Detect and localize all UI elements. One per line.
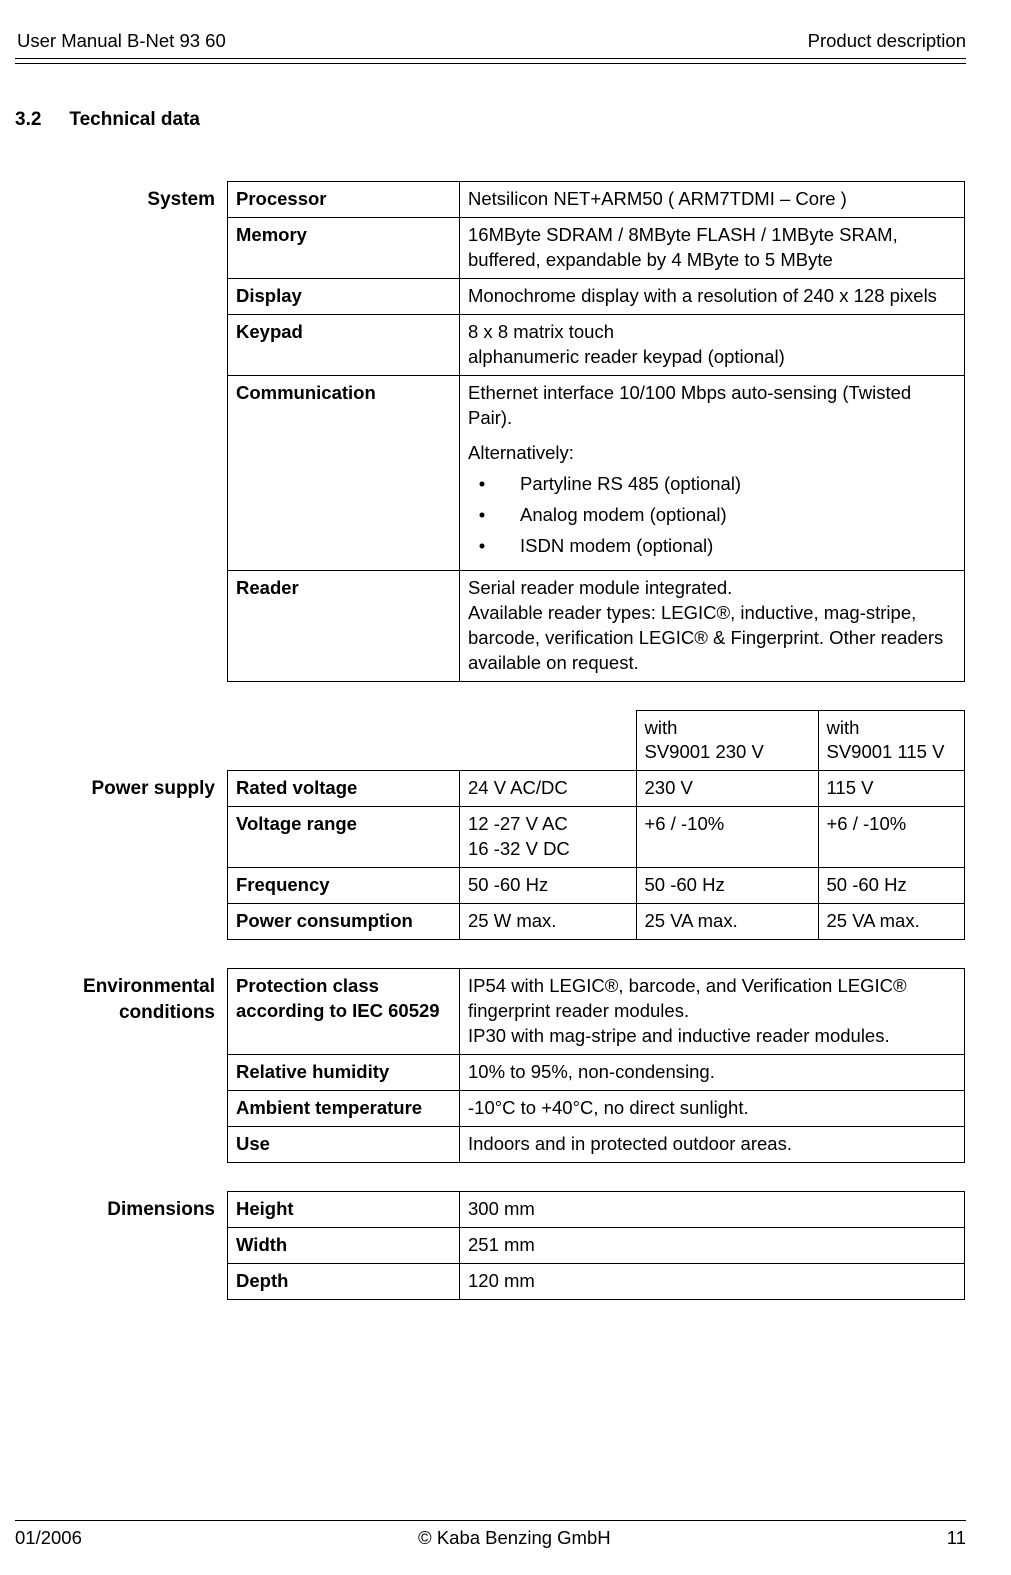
power-r0-c0: Rated voltage xyxy=(228,771,460,807)
cell-processor-val: Netsilicon NET+ARM50 ( ARM7TDMI – Core ) xyxy=(460,182,965,218)
label-dim: Dimensions xyxy=(15,1191,227,1223)
table-dim: Height 300 mm Width 251 mm Depth 120 mm xyxy=(227,1191,965,1300)
env-r0-v: IP54 with LEGIC®, barcode, and Verificat… xyxy=(460,969,965,1055)
comm-bullet-0: Partyline RS 485 (optional) xyxy=(520,472,741,497)
comm-intro: Ethernet interface 10/100 Mbps auto-sens… xyxy=(468,381,956,431)
bullet-icon: • xyxy=(468,534,488,559)
env-r3-v: Indoors and in protected outdoor areas. xyxy=(460,1127,965,1163)
label-env: Environmental conditions xyxy=(15,968,227,1025)
power-r2-c3: 50 -60 Hz xyxy=(818,868,965,904)
section-number: 3.2 xyxy=(15,109,41,131)
cell-comm-val: Ethernet interface 10/100 Mbps auto-sens… xyxy=(460,375,965,570)
power-r1-c3: +6 / -10% xyxy=(818,807,965,868)
bullet-icon: • xyxy=(468,503,488,528)
env-r0-k: Protection class according to IEC 60529 xyxy=(228,969,460,1055)
env-r1-v: 10% to 95%, non-condensing. xyxy=(460,1055,965,1091)
env-r2-k: Ambient temperature xyxy=(228,1091,460,1127)
header-rule-thick xyxy=(15,58,966,59)
dim-r0-v: 300 mm xyxy=(460,1192,965,1228)
power-r0-c1: 24 V AC/DC xyxy=(460,771,637,807)
power-r3-c0: Power consumption xyxy=(228,904,460,940)
dim-r1-k: Width xyxy=(228,1228,460,1264)
footer-center: © Kaba Benzing GmbH xyxy=(418,1527,611,1549)
comm-bullet-1: Analog modem (optional) xyxy=(520,503,727,528)
comm-bullet-2: ISDN modem (optional) xyxy=(520,534,713,559)
table-system: Processor Netsilicon NET+ARM50 ( ARM7TDM… xyxy=(227,181,965,682)
cell-memory-key: Memory xyxy=(228,217,460,278)
power-r0-c3: 115 V xyxy=(818,771,965,807)
env-r3-k: Use xyxy=(228,1127,460,1163)
power-r1-c0: Voltage range xyxy=(228,807,460,868)
power-r3-c1: 25 W max. xyxy=(460,904,637,940)
power-r2-c2: 50 -60 Hz xyxy=(636,868,818,904)
cell-display-val: Monochrome display with a resolution of … xyxy=(460,278,965,314)
header-right: Product description xyxy=(808,30,966,52)
power-r2-c0: Frequency xyxy=(228,868,460,904)
power-r1-c1: 12 -27 V AC 16 -32 V DC xyxy=(460,807,637,868)
footer-right: 11 xyxy=(947,1527,966,1549)
power-r3-c3: 25 VA max. xyxy=(818,904,965,940)
cell-comm-key: Communication xyxy=(228,375,460,570)
dim-r2-v: 120 mm xyxy=(460,1264,965,1300)
power-r0-c2: 230 V xyxy=(636,771,818,807)
comm-alt: Alternatively: xyxy=(468,441,956,466)
power-r1-c2: +6 / -10% xyxy=(636,807,818,868)
cell-keypad-key: Keypad xyxy=(228,314,460,375)
header-left: User Manual B-Net 93 60 xyxy=(17,30,226,52)
cell-reader-val: Serial reader module integrated. Availab… xyxy=(460,570,965,681)
env-r1-k: Relative humidity xyxy=(228,1055,460,1091)
label-power: Power supply xyxy=(15,710,227,802)
cell-keypad-val: 8 x 8 matrix touch alphanumeric reader k… xyxy=(460,314,965,375)
dim-r0-k: Height xyxy=(228,1192,460,1228)
dim-r2-k: Depth xyxy=(228,1264,460,1300)
cell-memory-val: 16MByte SDRAM / 8MByte FLASH / 1MByte SR… xyxy=(460,217,965,278)
table-power: with SV9001 230 V with SV9001 115 V Rate… xyxy=(227,710,965,941)
power-r3-c2: 25 VA max. xyxy=(636,904,818,940)
header-rule-thin xyxy=(15,63,966,64)
power-hdr-115: with SV9001 115 V xyxy=(818,710,965,771)
section-title: Technical data xyxy=(69,109,200,131)
bullet-icon: • xyxy=(468,472,488,497)
power-r2-c1: 50 -60 Hz xyxy=(460,868,637,904)
power-hdr-230: with SV9001 230 V xyxy=(636,710,818,771)
footer-left: 01/2006 xyxy=(15,1527,82,1549)
dim-r1-v: 251 mm xyxy=(460,1228,965,1264)
cell-reader-key: Reader xyxy=(228,570,460,681)
cell-processor-key: Processor xyxy=(228,182,460,218)
table-env: Protection class according to IEC 60529 … xyxy=(227,968,965,1163)
footer: 01/2006 © Kaba Benzing GmbH 11 xyxy=(15,1520,966,1549)
cell-display-key: Display xyxy=(228,278,460,314)
env-r2-v: -10°C to +40°C, no direct sunlight. xyxy=(460,1091,965,1127)
label-system: System xyxy=(15,181,227,213)
